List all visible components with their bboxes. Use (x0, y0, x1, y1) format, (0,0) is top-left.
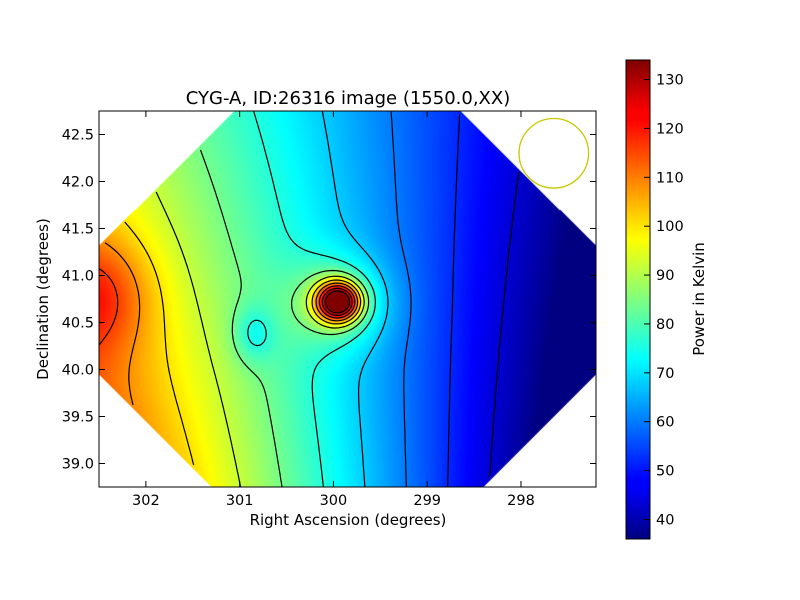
colorbar-tick-label: 90 (656, 268, 674, 284)
y-tick-label: 40.5 (62, 316, 94, 332)
y-tick-label: 41.0 (62, 269, 94, 285)
chart-title: CYG-A, ID:26316 image (1550.0,XX) (186, 88, 510, 109)
colorbar-tick-label: 70 (656, 366, 674, 382)
plot-area: 302 301 300 299 298 39.0 39.5 40.0 40.5 41.0 41.5… (62, 110, 597, 509)
contour-level (247, 111, 376, 487)
y-tick-label: 42.0 (62, 175, 94, 191)
colorbar-tick-label: 80 (656, 317, 674, 333)
colorbar-label: Power in Kelvin (690, 242, 708, 356)
y-axis-ticks: 39.0 39.5 40.0 40.5 41.0 41.5 42.0 42.5 (62, 128, 596, 473)
contour-level (199, 149, 370, 487)
colorbar-tick-label: 120 (656, 121, 684, 137)
colorbar-tick-label: 130 (656, 73, 684, 89)
y-tick-label: 39.0 (62, 457, 94, 473)
contour-level (324, 290, 350, 314)
contour-level (447, 113, 461, 487)
colorbar-tick-label: 40 (656, 512, 674, 528)
contour-lines (99, 111, 520, 487)
x-tick-label: 298 (507, 493, 535, 509)
plot-frame (98, 110, 597, 488)
y-tick-label: 42.5 (62, 128, 94, 144)
colorbar: 40 50 60 70 80 90 100 110 120 130 (625, 59, 684, 540)
colorbar-tick-label: 60 (656, 415, 674, 431)
x-axis-ticks: 302 301 300 299 298 (132, 111, 535, 509)
y-tick-label: 40.0 (62, 363, 94, 379)
contour-level (99, 268, 356, 346)
beam-circle (518, 117, 590, 189)
x-tick-label: 301 (226, 493, 254, 509)
x-tick-label: 300 (320, 493, 348, 509)
colorbar-tick-label: 50 (656, 464, 674, 480)
colorbar-tick-label: 110 (656, 170, 684, 186)
contour-level (321, 111, 389, 487)
colorbar-tick-label: 100 (656, 219, 684, 235)
x-axis-label: Right Ascension (degrees) (250, 511, 447, 529)
contour-level (124, 221, 362, 466)
contour-level (155, 191, 365, 487)
y-axis-label: Declination (degrees) (34, 218, 52, 380)
x-tick-label: 299 (413, 493, 441, 509)
contour-level (321, 287, 353, 316)
contour-level (489, 172, 520, 478)
heatmap-image (99, 111, 596, 487)
contour-level (104, 242, 359, 406)
colorbar-gradient (625, 59, 651, 540)
colorbar-ticks: 40 50 60 70 80 90 100 110 120 130 (644, 73, 684, 528)
y-tick-label: 41.5 (62, 222, 94, 238)
y-tick-label: 39.5 (62, 410, 94, 426)
x-tick-label: 302 (132, 493, 160, 509)
contour-level (390, 111, 412, 487)
